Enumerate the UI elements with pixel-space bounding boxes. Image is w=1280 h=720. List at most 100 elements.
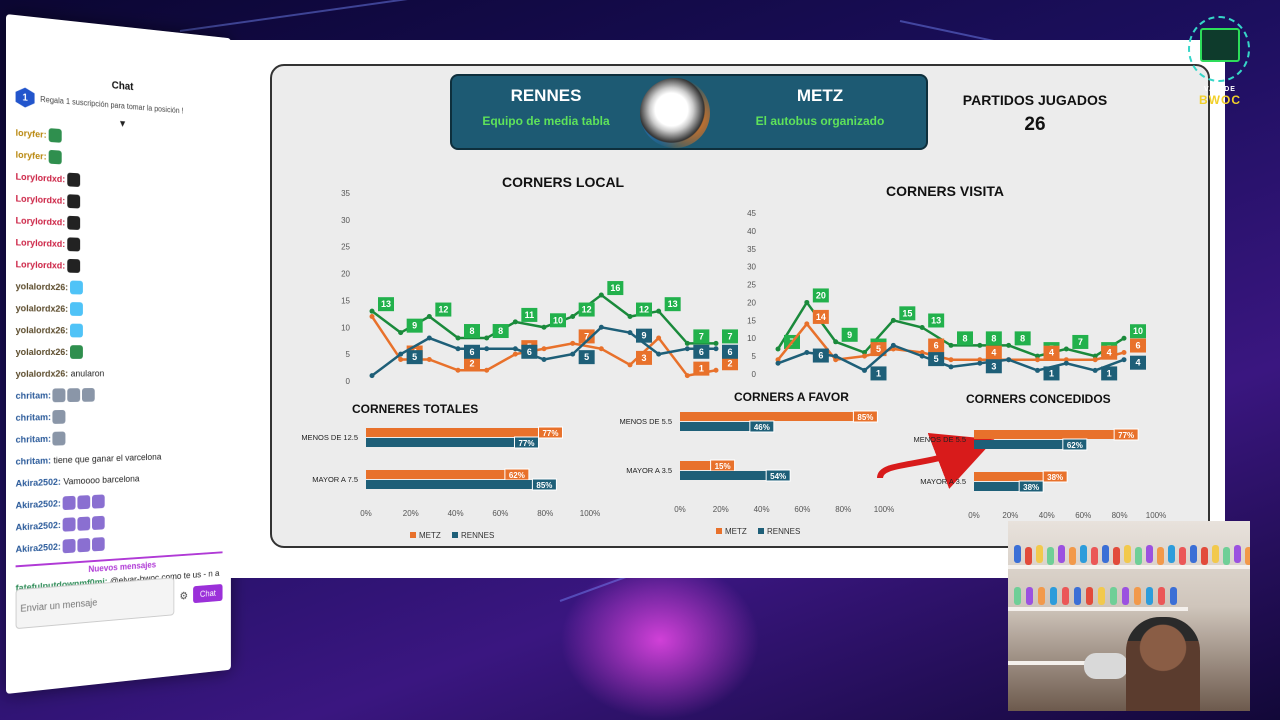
chart-title-corners-concedidos: CORNERS CONCEDIDOS	[966, 392, 1111, 406]
emote-icon	[68, 389, 81, 403]
background-glow	[560, 560, 760, 720]
figure	[1047, 547, 1054, 565]
shelf	[1008, 607, 1188, 611]
figure	[1074, 587, 1081, 605]
figure	[1098, 587, 1105, 605]
webcam-feed	[1008, 521, 1250, 711]
emote-icon	[67, 216, 80, 230]
emote-icon	[53, 432, 66, 446]
figure	[1157, 547, 1164, 565]
chat-username[interactable]: Akira2502:	[16, 498, 61, 511]
chat-username[interactable]: Lorylordxd:	[16, 237, 66, 250]
chat-message-text: anularon	[68, 369, 104, 380]
chat-username[interactable]: Lorylordxd:	[16, 259, 66, 271]
home-team: RENNES Equipo de media tabla	[456, 86, 636, 128]
emote-icon	[67, 195, 80, 209]
chat-username[interactable]: yolalordx26:	[16, 303, 69, 315]
figure	[1025, 547, 1032, 565]
teams-banner: RENNES Equipo de media tabla METZ El aut…	[450, 74, 928, 150]
emote-icon	[67, 259, 80, 273]
figure	[1050, 587, 1057, 605]
emote-icon	[63, 518, 76, 532]
chat-username[interactable]: yolalordx26:	[16, 281, 69, 293]
figure	[1190, 545, 1197, 563]
monitor-icon	[1200, 28, 1240, 62]
shelf	[1008, 565, 1250, 569]
emote-icon	[77, 496, 90, 510]
chat-message: yolalordx26: anularon	[16, 363, 223, 386]
matches-played-value: 26	[960, 114, 1110, 136]
figure	[1036, 545, 1043, 563]
figure	[1201, 547, 1208, 565]
figure	[1102, 545, 1109, 563]
emote-icon	[63, 539, 76, 554]
chat-username[interactable]: Lorylordxd:	[16, 215, 66, 228]
figure	[1168, 545, 1175, 563]
matches-played: PARTIDOS JUGADOS 26	[960, 92, 1110, 136]
chat-panel: Chat 1 Regala 1 suscripción para tomar l…	[6, 14, 231, 694]
emote-icon	[70, 281, 83, 295]
figure	[1245, 547, 1250, 565]
emote-icon	[77, 538, 90, 552]
chat-username[interactable]: yolalordx26:	[16, 325, 69, 336]
emote-icon	[53, 389, 66, 403]
chat-username[interactable]: yolalordx26:	[16, 369, 69, 380]
figure	[1134, 587, 1141, 605]
chart-title-corners-a-favor: CORNERS A FAVOR	[734, 390, 849, 404]
emote-icon	[67, 173, 80, 187]
home-team-description: Equipo de media tabla	[456, 114, 636, 128]
chat-username[interactable]: loryfer:	[16, 128, 47, 141]
figure	[1110, 587, 1117, 605]
figure	[1058, 545, 1065, 563]
gear-icon[interactable]: ⚙	[180, 589, 188, 602]
chat-username[interactable]: Akira2502:	[16, 520, 61, 533]
figure	[1158, 587, 1165, 605]
figure	[1014, 587, 1021, 605]
chat-username[interactable]: Lorylordxd:	[16, 172, 66, 186]
logo-brand-text: VAR DE BWOC	[1178, 86, 1262, 107]
channel-logo: VAR DE BWOC	[1178, 10, 1266, 102]
microphone	[1084, 653, 1128, 679]
chat-message-text: Vamoooo barcelona	[61, 474, 140, 488]
home-team-name: RENNES	[456, 86, 636, 106]
emote-icon	[48, 150, 61, 165]
subscription-badge-icon: 1	[16, 87, 35, 108]
chat-username[interactable]: Akira2502:	[16, 477, 61, 490]
chat-username[interactable]: chritam:	[16, 390, 51, 401]
figure	[1038, 587, 1045, 605]
emote-icon	[53, 410, 66, 424]
emote-icon	[77, 517, 90, 531]
chat-username[interactable]: chritam:	[16, 456, 51, 468]
emote-icon	[92, 495, 105, 509]
figure	[1086, 587, 1093, 605]
chat-message: yolalordx26:	[16, 342, 223, 364]
send-chat-button[interactable]: Chat	[193, 584, 222, 603]
chat-username[interactable]: loryfer:	[16, 150, 47, 163]
figure	[1122, 587, 1129, 605]
figure	[1113, 547, 1120, 565]
figure	[1062, 587, 1069, 605]
pinned-text: Regala 1 suscripción para tomar la posic…	[40, 94, 183, 114]
emote-icon	[67, 238, 80, 252]
away-team: METZ El autobus organizado	[730, 86, 910, 128]
figure	[1179, 547, 1186, 565]
background-line	[180, 0, 517, 32]
matches-played-label: PARTIDOS JUGADOS	[960, 92, 1110, 108]
emote-icon	[92, 516, 105, 530]
chat-message: yolalordx26:	[16, 298, 223, 322]
chart-title-corners-visita: CORNERS VISITA	[886, 183, 1004, 199]
figure	[1026, 587, 1033, 605]
figure	[1223, 547, 1230, 565]
chat-username[interactable]: chritam:	[16, 412, 51, 424]
chat-username[interactable]: yolalordx26:	[16, 347, 69, 358]
chat-username[interactable]: chritam:	[16, 434, 51, 446]
chat-username[interactable]: Akira2502:	[16, 542, 61, 556]
figure	[1080, 545, 1087, 563]
chat-username[interactable]: Lorylordxd:	[16, 193, 66, 206]
chat-message-list: loryfer: loryfer: Lorylordxd: Lorylordxd: Lo…	[6, 122, 231, 562]
streamer	[1126, 617, 1200, 711]
soccer-ball-icon	[640, 78, 710, 148]
away-team-description: El autobus organizado	[730, 114, 910, 128]
figure	[1212, 545, 1219, 563]
logo-sub-text: VAR DE	[1178, 86, 1262, 93]
